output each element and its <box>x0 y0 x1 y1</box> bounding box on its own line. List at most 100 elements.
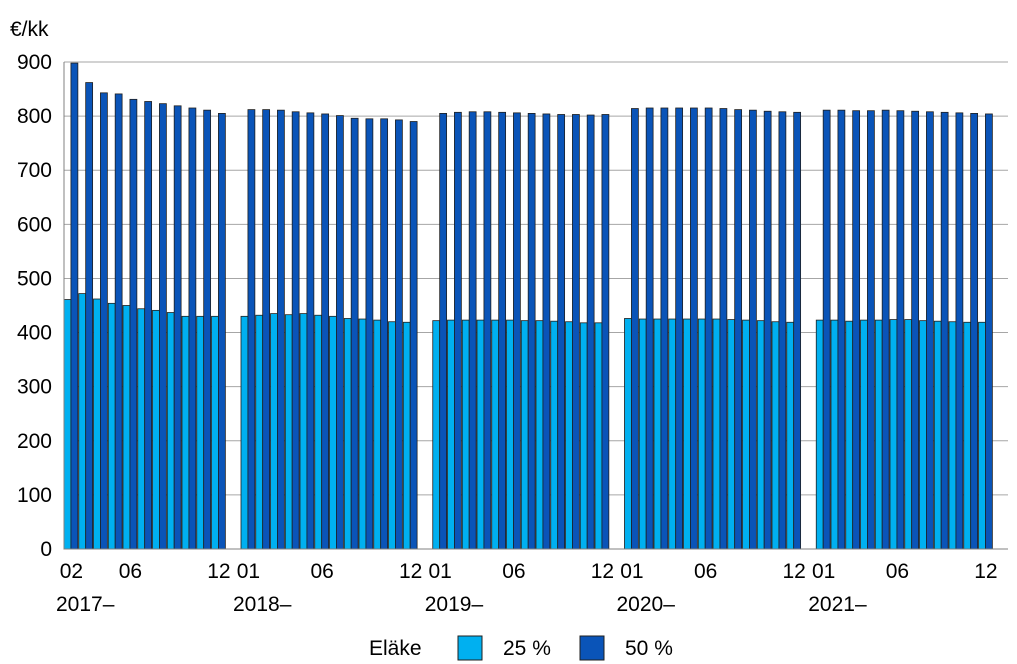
bar <box>100 92 108 550</box>
bar <box>144 101 153 550</box>
y-tick-label: 0 <box>40 538 52 561</box>
bar <box>727 319 736 550</box>
x-tick-label: 12 <box>399 560 422 583</box>
bar <box>749 109 757 550</box>
bar <box>63 299 72 550</box>
bar <box>299 313 308 550</box>
bar <box>321 113 330 550</box>
bar <box>697 318 706 550</box>
bar <box>527 113 536 550</box>
bar <box>255 314 264 550</box>
bar <box>402 321 411 550</box>
year-group-labels: 2017– 2018– 2019– 2020– 2021– <box>56 593 867 616</box>
bar <box>373 319 382 550</box>
bar <box>380 118 389 550</box>
bar <box>963 321 972 550</box>
bar <box>461 319 470 550</box>
bar <box>513 112 521 550</box>
bar <box>704 107 713 550</box>
legend-entry: 25 % <box>503 637 551 660</box>
year-group-label: 2019– <box>425 593 484 616</box>
bar <box>911 110 920 550</box>
bar <box>601 114 610 550</box>
bar <box>978 321 986 550</box>
bar <box>660 107 669 550</box>
bar <box>395 119 403 550</box>
bar <box>468 111 477 550</box>
bar <box>447 319 455 550</box>
bar <box>565 321 573 550</box>
x-tick-label: 12 <box>207 560 230 583</box>
bar <box>624 318 632 550</box>
bar <box>919 320 927 550</box>
x-tick-labels: 02 06 12 01 06 12 01 06 12 01 06 12 01 06 12 <box>60 560 998 583</box>
y-tick-label: 600 <box>17 213 52 236</box>
x-tick-label: 01 <box>812 560 835 583</box>
bar <box>742 319 750 550</box>
y-tick-label: 900 <box>17 51 52 74</box>
bar <box>365 118 374 550</box>
bar <box>122 305 131 550</box>
bar <box>520 320 529 550</box>
y-tick-label: 300 <box>17 376 52 399</box>
bar <box>483 111 492 550</box>
bar <box>719 108 728 550</box>
bar <box>653 318 662 550</box>
bar <box>712 318 721 550</box>
bar <box>830 319 839 550</box>
bar <box>771 321 780 550</box>
bar <box>594 322 603 550</box>
bar <box>498 111 507 550</box>
bar <box>881 109 890 550</box>
bar <box>763 110 772 550</box>
y-tick-label: 100 <box>17 484 52 507</box>
bar <box>218 113 226 550</box>
x-tick-label: 01 <box>237 560 260 583</box>
year-group-label: 2018– <box>233 593 292 616</box>
bar <box>550 320 559 550</box>
y-tick-label: 500 <box>17 267 52 290</box>
bar <box>948 321 957 550</box>
bar <box>291 111 300 550</box>
bar <box>985 113 993 550</box>
bar <box>786 321 795 550</box>
bar <box>638 318 647 550</box>
x-tick-label: 06 <box>694 560 717 583</box>
bar <box>329 315 337 550</box>
bar <box>181 315 190 550</box>
x-tick-label: 06 <box>886 560 909 583</box>
bar <box>631 108 639 550</box>
bar <box>557 114 566 550</box>
x-tick-label: 01 <box>620 560 643 583</box>
x-tick-label: 06 <box>119 560 142 583</box>
bar <box>203 109 212 550</box>
y-tick-label: 800 <box>17 105 52 128</box>
bar <box>889 319 898 550</box>
bar <box>579 322 588 550</box>
bar <box>350 117 359 550</box>
year-group-label: 2017– <box>56 593 115 616</box>
legend-entry: 50 % <box>625 637 673 660</box>
y-axis-label: €/kk <box>10 18 49 41</box>
bar <box>78 293 87 550</box>
x-tick-label: 01 <box>428 560 451 583</box>
y-tick-label: 400 <box>17 322 52 345</box>
bar <box>284 314 293 550</box>
axis-lines <box>63 62 1008 550</box>
bar <box>159 103 167 550</box>
y-tick-label: 700 <box>17 159 52 182</box>
bar <box>166 312 175 550</box>
x-tick-label: 06 <box>502 560 525 583</box>
x-tick-label: 12 <box>591 560 614 583</box>
bar <box>940 111 949 550</box>
year-group-label: 2021– <box>808 593 867 616</box>
bar <box>535 320 544 550</box>
bars <box>63 62 993 550</box>
bar <box>778 111 787 550</box>
bar <box>409 121 418 550</box>
bar <box>93 298 101 550</box>
year-group-label: 2020– <box>617 593 676 616</box>
bar <box>756 320 765 550</box>
bar <box>277 109 285 550</box>
